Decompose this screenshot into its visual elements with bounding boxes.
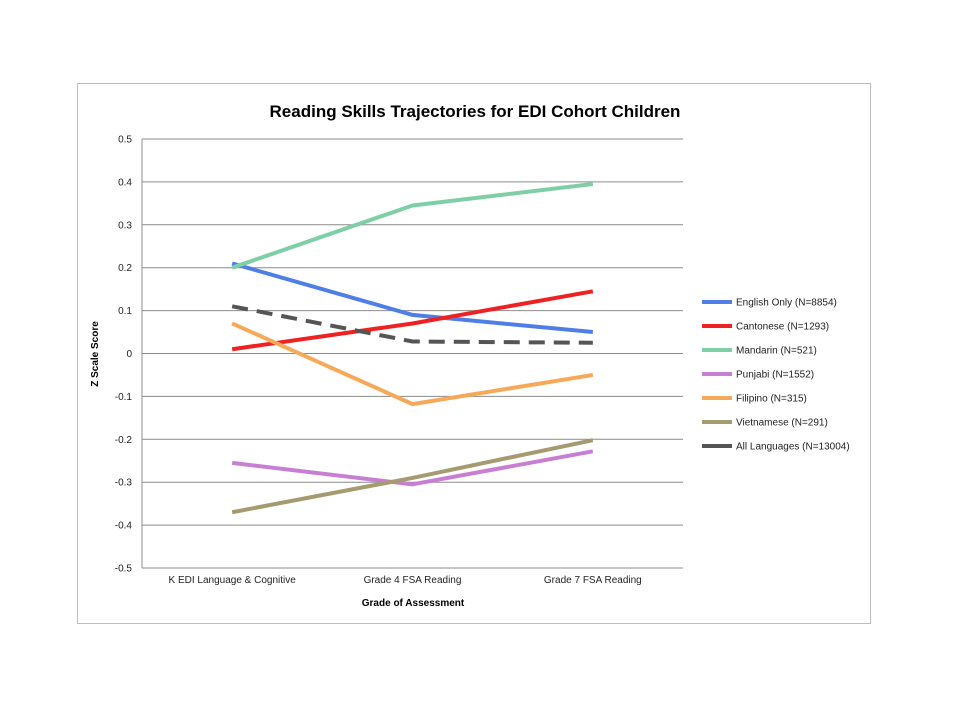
y-tick-label: 0.5 (118, 135, 132, 146)
series-line (231, 289, 594, 352)
legend: English Only (N=8854) Cantonese (N=1293) M… (702, 298, 850, 453)
legend-label: English Only (N=8854) (736, 298, 837, 309)
y-tick-label: 0.4 (118, 177, 132, 188)
legend-label: Vietnamese (N=291) (736, 418, 828, 429)
y-axis-title: Z Scale Score (90, 321, 101, 387)
series-line (231, 321, 594, 407)
y-tick-label: 0 (126, 349, 132, 360)
legend-label: All Languages (N=13004) (736, 442, 850, 453)
y-tick-label: -0.4 (115, 521, 133, 532)
y-tick-label: -0.3 (115, 478, 133, 489)
y-tick-label: -0.2 (115, 435, 133, 446)
chart-title: Reading Skills Trajectories for EDI Coho… (270, 102, 681, 121)
series-line (231, 438, 594, 515)
x-axis-ticks: K EDI Language & Cognitive Grade 4 FSA Re… (169, 575, 642, 586)
legend-label: Punjabi (N=1552) (736, 370, 814, 381)
x-tick-label: Grade 4 FSA Reading (364, 575, 462, 586)
legend-label: Filipino (N=315) (736, 394, 807, 405)
series-line (231, 304, 593, 345)
series-line (231, 182, 594, 270)
y-tick-label: 0.3 (118, 220, 132, 231)
series-lines (231, 182, 594, 515)
y-tick-label: -0.1 (115, 392, 133, 403)
legend-label: Mandarin (N=521) (736, 346, 817, 357)
legend-label: Cantonese (N=1293) (736, 322, 829, 333)
x-axis-title: Grade of Assessment (362, 598, 465, 609)
x-tick-label: Grade 7 FSA Reading (544, 575, 642, 586)
series-line (231, 261, 594, 335)
x-tick-label: K EDI Language & Cognitive (169, 575, 297, 586)
chart-frame: Reading Skills Trajectories for EDI Coho… (77, 83, 871, 624)
y-axis-ticks: 0.5 0.4 0.3 0.2 0.1 0 -0.1 -0.2 -0.3 -0.4 -0.5 (115, 135, 133, 575)
y-tick-label: 0.1 (118, 306, 132, 317)
line-chart: Reading Skills Trajectories for EDI Coho… (90, 102, 850, 609)
y-tick-label: -0.5 (115, 564, 133, 575)
series-line (231, 449, 594, 487)
y-tick-label: 0.2 (118, 263, 132, 274)
gridlines (141, 138, 683, 569)
